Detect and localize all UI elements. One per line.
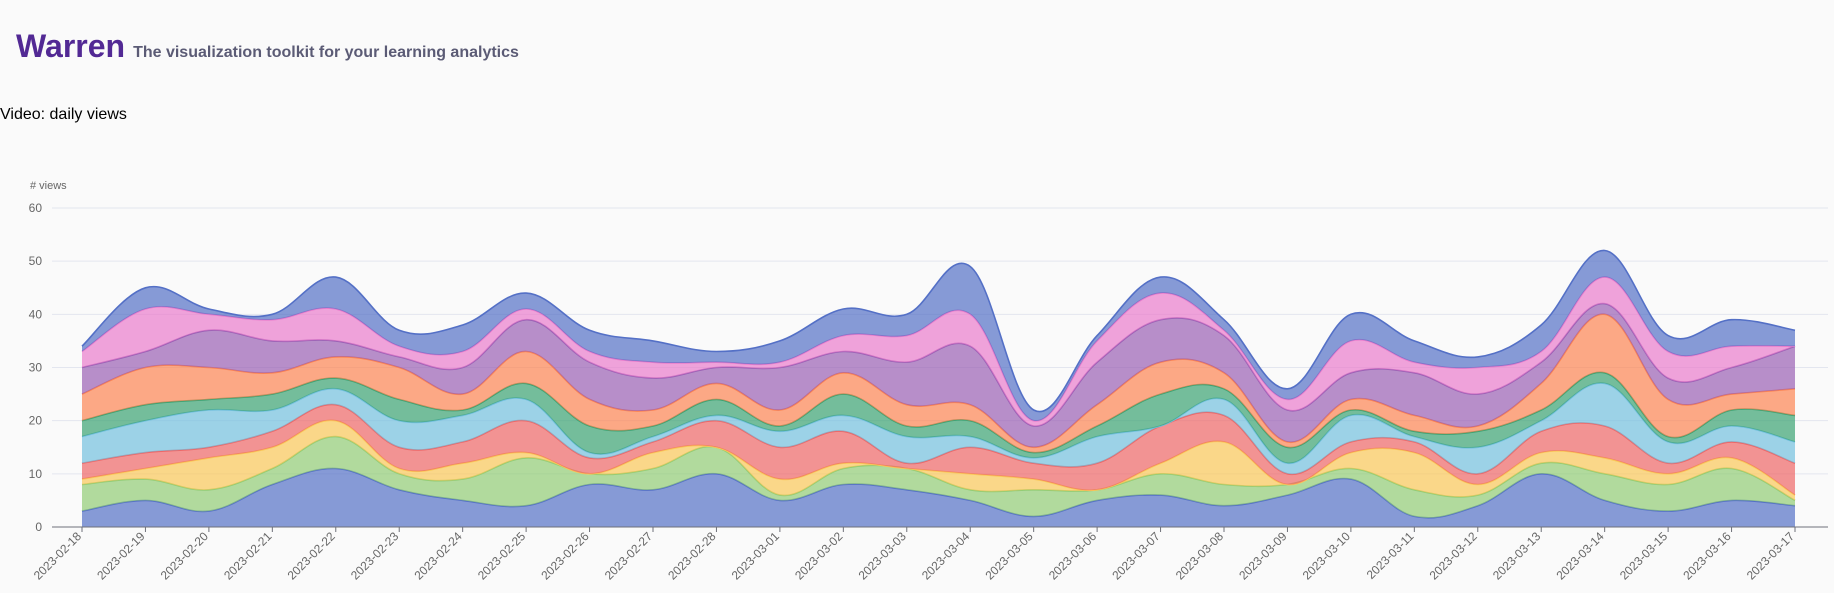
x-tick-label: 2023-03-11 <box>1364 529 1417 582</box>
x-tick-label: 2023-02-23 <box>348 529 402 583</box>
series-area-2 <box>82 436 1795 518</box>
x-tick-label: 2023-02-19 <box>94 529 148 583</box>
x-tick-label: 2023-02-24 <box>411 529 465 583</box>
x-tick-label: 2023-03-14 <box>1553 529 1607 583</box>
y-tick-label: 50 <box>29 254 43 268</box>
chart-title: Video: daily views <box>0 106 127 123</box>
series-area-6 <box>82 372 1795 464</box>
series-area-1 <box>82 468 1795 527</box>
x-tick-label: 2023-03-01 <box>729 529 783 583</box>
x-tick-label: 2023-03-06 <box>1046 529 1100 583</box>
x-tick-label: 2023-03-07 <box>1109 529 1163 583</box>
series-area-4 <box>82 404 1795 496</box>
x-tick-label: 2023-02-20 <box>158 529 212 583</box>
x-tick-label: 2023-02-21 <box>221 529 275 583</box>
x-tick-label: 2023-03-10 <box>1300 529 1354 583</box>
x-tick-label: 2023-03-13 <box>1490 529 1544 583</box>
y-tick-label: 20 <box>29 414 43 428</box>
x-tick-label: 2023-02-22 <box>285 529 339 583</box>
y-tick-label: 60 <box>29 201 43 215</box>
x-tick-label: 2023-02-18 <box>31 529 85 583</box>
x-tick-label: 2023-03-16 <box>1680 529 1734 583</box>
series-area-5 <box>82 383 1795 475</box>
x-tick-label: 2023-03-09 <box>1236 529 1290 583</box>
x-tick-label: 2023-03-12 <box>1427 529 1481 583</box>
app-tagline: The visualization toolkit for your learn… <box>133 44 519 61</box>
x-tick-label: 2023-03-17 <box>1744 529 1798 583</box>
series-line-10 <box>81 249 1796 413</box>
x-tick-label: 2023-03-02 <box>792 529 846 583</box>
y-tick-label: 40 <box>29 307 43 321</box>
y-tick-label: 30 <box>29 361 43 375</box>
app-title: Warren <box>16 28 126 64</box>
x-tick-label: 2023-02-25 <box>475 529 529 583</box>
series-area-7 <box>82 314 1795 453</box>
x-tick-label: 2023-03-05 <box>982 529 1036 583</box>
x-tick-label: 2023-02-28 <box>665 529 719 583</box>
x-tick-label: 2023-03-04 <box>919 529 973 583</box>
app-header: Warren The visualization toolkit for you… <box>16 28 519 65</box>
y-tick-label: 0 <box>35 520 42 534</box>
x-tick-label: 2023-03-03 <box>856 529 910 583</box>
x-tick-label: 2023-02-26 <box>538 529 592 583</box>
series-area-9 <box>82 277 1795 427</box>
x-tick-label: 2023-03-15 <box>1617 529 1671 583</box>
x-tick-label: 2023-03-08 <box>1173 529 1227 583</box>
y-tick-label: 10 <box>29 467 43 481</box>
x-tick-label: 2023-02-27 <box>602 529 656 583</box>
y-axis-label: # views <box>30 180 67 192</box>
series-area-8 <box>82 303 1795 448</box>
area-series <box>81 249 1796 527</box>
